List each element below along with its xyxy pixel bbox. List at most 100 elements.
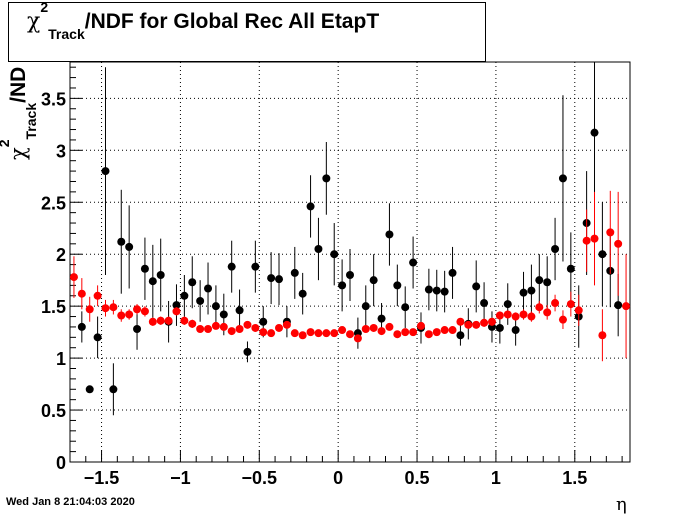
x-tick-label: −1.5	[84, 468, 120, 488]
x-tick-label: −0.5	[242, 468, 278, 488]
data-point	[480, 299, 489, 308]
data-point	[219, 322, 228, 331]
data-point	[101, 304, 110, 313]
data-point	[472, 282, 481, 291]
data-point	[424, 330, 433, 339]
data-point	[495, 311, 504, 320]
data-point	[148, 277, 157, 286]
data-point	[188, 278, 197, 287]
data-point	[306, 328, 315, 337]
data-point	[566, 300, 575, 309]
data-point	[235, 306, 244, 315]
data-point	[338, 326, 347, 335]
data-point	[148, 317, 157, 326]
x-axis-label: η	[616, 494, 627, 515]
data-point	[590, 128, 599, 137]
data-point	[133, 305, 142, 314]
plot-frame	[69, 61, 631, 463]
data-point	[275, 275, 284, 284]
data-point	[480, 318, 489, 327]
data-point	[543, 278, 552, 287]
data-point	[551, 299, 560, 308]
data-point	[314, 245, 323, 254]
axis-ticks: −1.5 −1 −0.5 0 0.5 1 1.5 0 0.5 1 1.5 2 2.5 3 3.5	[41, 66, 623, 488]
data-point	[409, 328, 418, 337]
y-tick-label: 1.5	[41, 297, 66, 317]
data-point	[503, 310, 512, 319]
data-point	[322, 329, 331, 338]
data-point	[156, 270, 165, 279]
data-point	[487, 317, 496, 326]
data-point	[93, 333, 102, 342]
data-point	[290, 268, 299, 277]
data-point	[409, 258, 418, 267]
data-point	[101, 167, 110, 176]
data-point	[385, 322, 394, 331]
data-point	[448, 268, 457, 277]
data-point	[346, 330, 354, 339]
ylabel-superscript: 2	[0, 139, 12, 147]
data-point	[401, 303, 410, 312]
data-point	[511, 326, 520, 335]
data-point	[290, 329, 299, 338]
data-point	[590, 234, 599, 243]
data-point	[314, 329, 323, 338]
data-point	[298, 331, 307, 340]
data-point	[369, 323, 378, 332]
data-point	[140, 307, 149, 316]
data-point	[125, 310, 134, 319]
y-tick-label: 1	[56, 349, 66, 369]
data-point	[243, 347, 252, 356]
data-point	[440, 287, 449, 296]
data-point	[353, 334, 362, 343]
data-point	[456, 331, 465, 340]
data-point	[109, 385, 118, 394]
data-point	[211, 302, 220, 311]
y-tick-label: 3	[56, 141, 66, 161]
y-tick-label: 3.5	[41, 89, 66, 109]
data-point	[227, 262, 236, 271]
y-tick-label: 2	[56, 245, 66, 265]
data-point	[338, 281, 347, 290]
data-point	[196, 325, 205, 334]
data-point	[432, 286, 441, 295]
data-point	[377, 314, 386, 323]
title-rest: /NDF for Global Rec All EtapT	[84, 10, 380, 33]
data-point	[535, 303, 544, 312]
data-point	[606, 228, 615, 237]
title-chi-symbol: χ	[27, 9, 41, 34]
data-point	[361, 325, 370, 334]
data-point	[519, 288, 528, 297]
axes	[69, 61, 631, 463]
data-point	[267, 329, 276, 338]
data-point	[188, 319, 197, 328]
chart-title: χ2 Track/NDF for Global Rec All EtapT	[27, 0, 380, 42]
data-point	[298, 289, 307, 298]
ylabel-chi-symbol: χ	[6, 147, 30, 160]
data-point	[77, 322, 86, 331]
data-point	[93, 291, 102, 300]
data-series	[69, 62, 631, 416]
ylabel-rest: /ND	[7, 66, 30, 103]
data-point	[622, 302, 631, 311]
x-tick-label: 1	[491, 468, 501, 488]
data-point	[180, 291, 189, 300]
data-point	[543, 308, 552, 317]
data-point	[495, 323, 504, 332]
data-point	[133, 325, 142, 334]
data-point	[172, 307, 181, 316]
data-point	[393, 281, 402, 290]
data-point	[440, 326, 449, 335]
data-point	[614, 301, 623, 310]
data-point	[558, 174, 567, 183]
data-point	[275, 323, 284, 332]
data-point	[204, 325, 213, 334]
data-point	[267, 274, 276, 283]
data-point	[85, 305, 94, 314]
data-point	[448, 326, 457, 335]
data-point	[614, 239, 623, 248]
data-point	[574, 306, 583, 315]
data-point	[69, 273, 78, 282]
x-tick-label: 0	[333, 468, 343, 488]
data-point	[377, 327, 386, 336]
